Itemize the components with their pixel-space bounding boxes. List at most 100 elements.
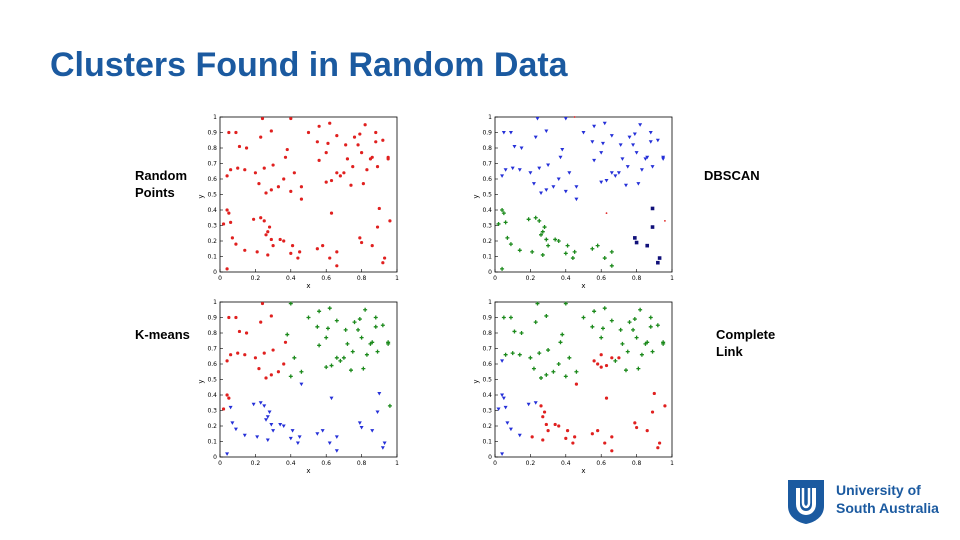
data-point <box>533 135 538 140</box>
data-point <box>380 446 385 450</box>
data-point <box>335 264 339 268</box>
data-point <box>609 263 614 268</box>
data-point <box>510 166 515 171</box>
university-shield-icon <box>788 480 824 524</box>
data-point <box>632 317 637 322</box>
y-tick-label: 1 <box>213 299 217 306</box>
data-point <box>229 353 233 357</box>
data-point <box>257 367 261 371</box>
plot-frame <box>219 301 398 458</box>
data-point <box>383 256 387 260</box>
y-tick-label: 1 <box>488 299 492 306</box>
data-point <box>540 252 545 257</box>
scatter-random-points: 0 0.2 0.4 0.6 0.8 1 0 0.1 0.2 0.3 0.4 0.5 0.6 0.7 0.8 0… <box>197 114 399 290</box>
data-point <box>360 151 364 155</box>
data-point <box>262 404 267 408</box>
data-point <box>288 374 293 379</box>
data-point <box>625 165 630 169</box>
y-tick-label: 1 <box>213 114 217 121</box>
data-point <box>610 356 614 360</box>
logo-line-2: South Australia <box>836 500 939 516</box>
data-point <box>225 359 229 363</box>
data-point <box>289 251 293 255</box>
data-point <box>609 318 614 323</box>
data-point <box>381 138 385 142</box>
y-tick-label: 1 <box>488 114 492 121</box>
data-point <box>225 267 229 271</box>
data-point <box>230 236 234 240</box>
data-point <box>266 230 270 234</box>
x-tick-label: 1 <box>670 275 674 282</box>
y-axis-label: y <box>197 194 205 198</box>
data-point <box>546 163 551 168</box>
data-point <box>361 182 365 186</box>
data-point <box>500 393 505 397</box>
data-point <box>255 250 259 254</box>
data-point <box>634 335 639 340</box>
data-point <box>510 351 515 356</box>
y-tick-label: 0.2 <box>482 238 492 245</box>
data-point <box>269 129 273 133</box>
logo-line-1: University of <box>836 482 921 498</box>
data-point <box>290 429 295 433</box>
data-point <box>633 236 637 240</box>
x-tick-label: 0.4 <box>561 460 571 467</box>
data-point <box>636 366 641 371</box>
data-point <box>648 131 653 135</box>
data-point <box>639 168 644 172</box>
scatter-complete-link: 0 0.2 0.4 0.6 0.8 1 0 0.1 0.2 0.3 0.4 0.5 0.6 0.7 0.8 0… <box>472 299 674 475</box>
data-point <box>656 446 660 450</box>
data-point <box>271 348 275 352</box>
data-point <box>592 309 597 314</box>
data-point <box>501 396 506 401</box>
data-point <box>530 249 535 254</box>
data-point <box>563 374 568 379</box>
data-point <box>573 116 576 118</box>
y-tick-label: 0.7 <box>482 346 492 353</box>
data-point <box>375 410 380 415</box>
y-tick-label: 0.3 <box>207 223 217 230</box>
data-point <box>604 179 609 183</box>
y-tick-label: 0.5 <box>207 192 217 199</box>
data-point <box>252 217 256 221</box>
data-point <box>537 351 542 356</box>
data-point <box>259 216 263 220</box>
y-tick-label: 0.9 <box>482 130 492 137</box>
data-point <box>563 117 568 121</box>
data-point <box>540 229 545 234</box>
data-point <box>299 382 304 387</box>
data-point <box>609 249 614 254</box>
data-point <box>635 425 639 430</box>
x-tick-label: 0.4 <box>561 275 571 282</box>
data-point <box>500 174 505 178</box>
x-tick-label: 0.6 <box>321 460 331 467</box>
data-point <box>380 323 385 328</box>
data-point <box>266 253 270 257</box>
data-point <box>295 441 300 446</box>
data-point <box>565 243 570 248</box>
data-point <box>600 141 605 146</box>
data-point <box>663 404 667 408</box>
data-point <box>288 436 293 441</box>
data-point <box>623 368 628 373</box>
x-tick-label: 0.4 <box>286 275 296 282</box>
data-point <box>517 248 522 253</box>
data-point <box>327 441 332 446</box>
data-point <box>262 166 266 170</box>
data-point <box>512 144 517 149</box>
data-point <box>269 237 273 242</box>
y-tick-label: 0.3 <box>482 408 492 415</box>
data-point <box>590 324 595 329</box>
data-point <box>292 355 297 360</box>
data-point <box>658 441 662 445</box>
data-point <box>500 359 505 363</box>
data-point <box>546 429 550 433</box>
data-point <box>563 301 568 306</box>
plot-frame <box>494 116 673 273</box>
data-point <box>638 123 643 127</box>
y-tick-label: 0.9 <box>482 315 492 322</box>
data-point <box>526 217 531 222</box>
data-point <box>604 396 609 400</box>
data-point <box>269 188 273 192</box>
data-point <box>574 197 579 202</box>
